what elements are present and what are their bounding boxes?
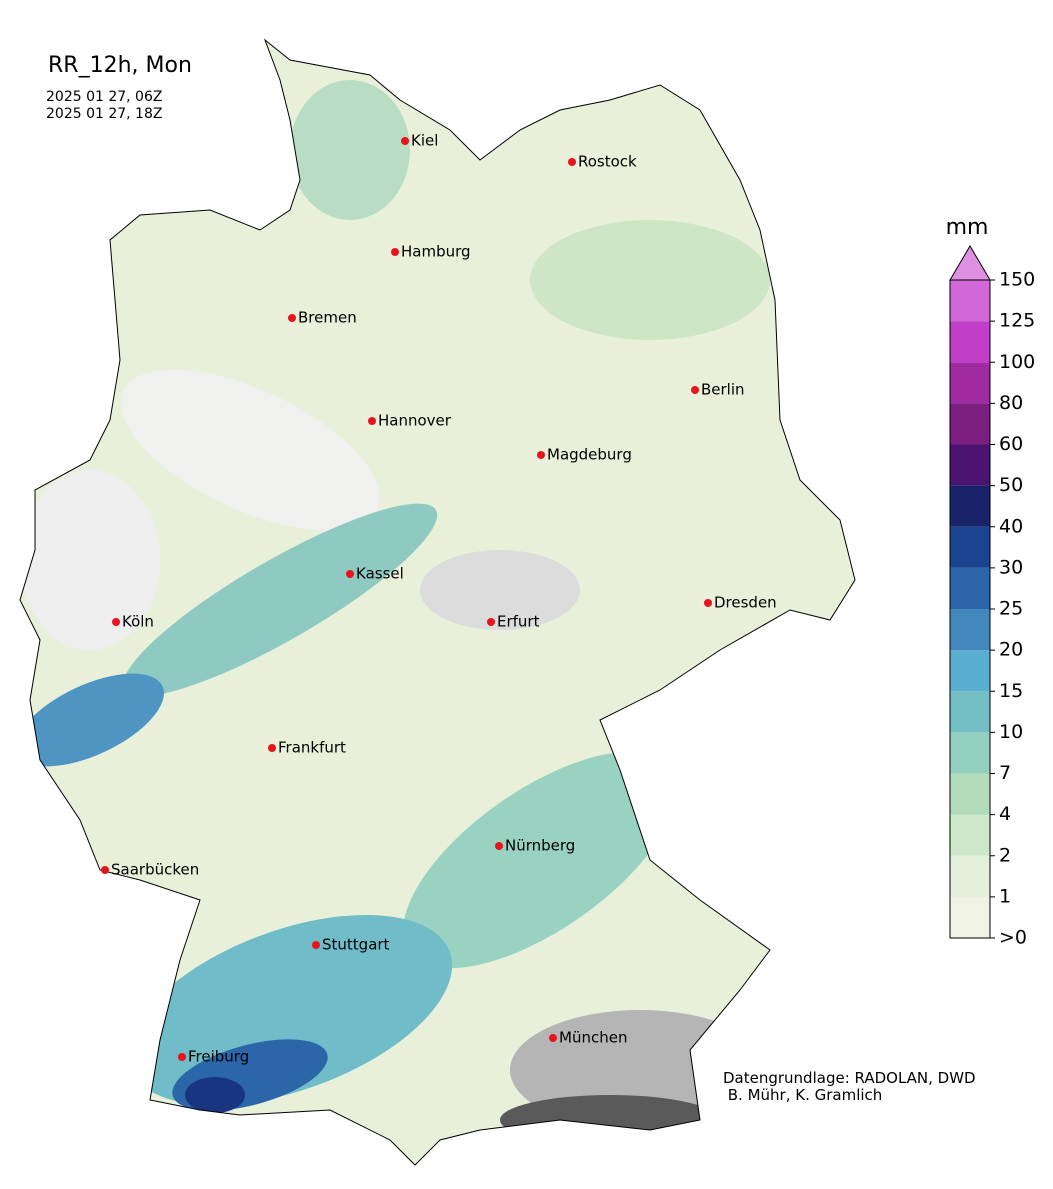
city-marker: [401, 137, 409, 145]
city-label: Nürnberg: [505, 837, 575, 855]
legend-tick-label: 30: [999, 556, 1023, 578]
legend-bin: [950, 567, 990, 609]
city-marker: [495, 842, 503, 850]
city-label: Berlin: [701, 381, 745, 399]
legend-tick-label: 150: [999, 269, 1035, 291]
legend-tick-label: 1: [999, 885, 1011, 907]
city-marker: [178, 1053, 186, 1061]
city-label: Bremen: [298, 309, 357, 327]
legend-tick-label: 10: [999, 721, 1023, 743]
legend-bin: [950, 855, 990, 897]
legend-extend: [949, 245, 991, 281]
city-marker: [288, 314, 296, 322]
city-marker: [268, 744, 276, 752]
city-label: Saarbücken: [111, 861, 199, 879]
legend-tick-label: 125: [999, 310, 1035, 332]
city-label: Kassel: [356, 565, 404, 583]
legend-tick-label: 7: [999, 762, 1011, 784]
city-label: Magdeburg: [547, 446, 632, 464]
legend-tick-label: 25: [999, 598, 1023, 620]
city-label: Rostock: [578, 153, 637, 171]
legend-unit: mm: [946, 215, 989, 240]
legend-bin: [950, 609, 990, 651]
city-marker: [368, 417, 376, 425]
legend-bin: [950, 403, 990, 445]
legend-tick-label: 60: [999, 433, 1023, 455]
legend-bin: [950, 526, 990, 568]
legend-bin: [950, 814, 990, 856]
city-marker: [568, 158, 576, 166]
legend-bin: [950, 485, 990, 527]
city-label: Erfurt: [497, 613, 540, 631]
city-label: Stuttgart: [322, 936, 390, 954]
city-label: Köln: [122, 613, 154, 631]
legend-bin: [950, 444, 990, 486]
city-label: München: [559, 1029, 627, 1047]
city-label: Hamburg: [401, 243, 471, 261]
city-label: Hannover: [378, 412, 452, 430]
city-label: Dresden: [714, 594, 777, 612]
legend-bin: [950, 732, 990, 774]
legend-tick-label: 2: [999, 844, 1011, 866]
legend-bin: [950, 321, 990, 363]
city-label: Kiel: [411, 132, 438, 150]
legend-tick-label: 80: [999, 392, 1023, 414]
precipitation-field: [20, 40, 855, 1165]
legend-tick-label: >0: [999, 927, 1027, 949]
legend-bin: [950, 896, 990, 938]
title: RR_12h, Mon: [48, 53, 192, 78]
period-start: 2025 01 27, 06Z: [46, 89, 162, 105]
city-marker: [346, 570, 354, 578]
legend-bin: [950, 773, 990, 815]
period-end: 2025 01 27, 18Z: [46, 106, 162, 122]
legend-tick-label: 4: [999, 803, 1011, 825]
legend-tick-label: 100: [999, 351, 1035, 373]
city-marker: [112, 618, 120, 626]
legend-bin: [950, 691, 990, 733]
city-marker: [312, 941, 320, 949]
legend-tick-label: 40: [999, 515, 1023, 537]
city-label: Freiburg: [188, 1048, 249, 1066]
city-marker: [487, 618, 495, 626]
city-marker: [704, 599, 712, 607]
legend-bin: [950, 280, 990, 322]
city-marker: [101, 866, 109, 874]
legend-tick-label: 20: [999, 639, 1023, 661]
city-label: Frankfurt: [278, 739, 346, 757]
city-marker: [537, 451, 545, 459]
city-marker: [691, 386, 699, 394]
legend-tick-label: 50: [999, 474, 1023, 496]
credit: B. Mühr, K. Gramlich: [723, 1086, 882, 1104]
legend-tick-label: 15: [999, 680, 1023, 702]
legend-bin: [950, 650, 990, 692]
city-marker: [549, 1034, 557, 1042]
city-marker: [391, 248, 399, 256]
legend-bin: [950, 362, 990, 404]
credit: Datengrundlage: RADOLAN, DWD: [723, 1069, 976, 1087]
